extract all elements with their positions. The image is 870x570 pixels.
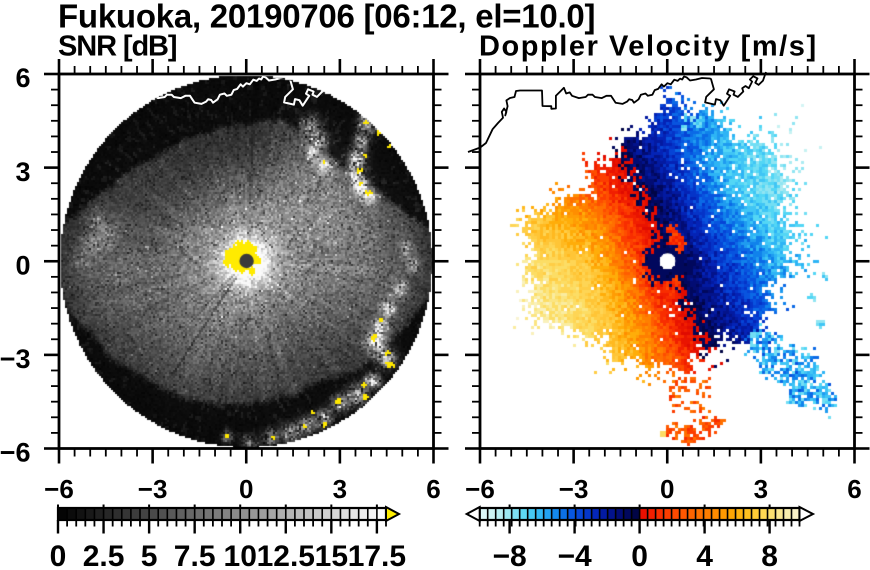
- svg-text:0: 0: [50, 540, 67, 570]
- svg-text:0: 0: [660, 474, 674, 504]
- svg-text:−6: −6: [44, 474, 74, 504]
- svg-text:−6: −6: [0, 438, 31, 468]
- svg-text:15: 15: [315, 540, 348, 570]
- svg-text:5: 5: [141, 540, 158, 570]
- svg-text:Fukuoka, 20190706 [06:12, el=1: Fukuoka, 20190706 [06:12, el=10.0]: [58, 0, 595, 35]
- svg-text:0: 0: [239, 474, 253, 504]
- svg-text:10: 10: [224, 540, 257, 570]
- svg-text:6: 6: [15, 63, 30, 93]
- svg-text:0: 0: [631, 540, 648, 570]
- svg-text:0: 0: [15, 250, 30, 280]
- svg-text:−3: −3: [559, 474, 589, 504]
- svg-text:17.5: 17.5: [348, 540, 406, 570]
- svg-text:Doppler Velocity [m/s]: Doppler Velocity [m/s]: [479, 31, 818, 63]
- svg-text:6: 6: [426, 474, 440, 504]
- svg-text:2.5: 2.5: [83, 540, 125, 570]
- svg-text:3: 3: [15, 157, 30, 187]
- svg-text:−3: −3: [0, 344, 31, 374]
- svg-text:−3: −3: [138, 474, 168, 504]
- svg-text:3: 3: [333, 474, 347, 504]
- svg-text:4: 4: [696, 540, 713, 570]
- svg-text:−4: −4: [557, 540, 592, 570]
- svg-text:−6: −6: [465, 474, 495, 504]
- svg-text:−8: −8: [492, 540, 526, 570]
- svg-text:7.5: 7.5: [174, 540, 216, 570]
- svg-text:3: 3: [754, 474, 768, 504]
- svg-text:SNR [dB]: SNR [dB]: [58, 31, 177, 63]
- svg-text:8: 8: [761, 540, 778, 570]
- svg-text:12.5: 12.5: [257, 540, 315, 570]
- svg-text:6: 6: [847, 474, 861, 504]
